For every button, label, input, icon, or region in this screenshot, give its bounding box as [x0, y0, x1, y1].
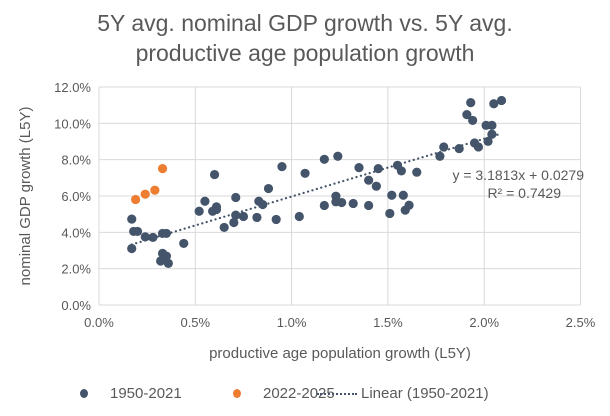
point-1950-2021: [473, 142, 484, 152]
point-1950-2021: [483, 136, 493, 146]
point-1950-2021: [294, 211, 304, 222]
point-1950-2021: [163, 258, 173, 268]
data-points: [127, 95, 507, 268]
x-tick-label: 2.0%: [469, 315, 499, 330]
point-1950-2021: [371, 181, 381, 191]
point-1950-2021: [412, 167, 422, 177]
point-1950-2021: [229, 217, 239, 228]
point-1950-2021: [462, 110, 472, 120]
point-1950-2021: [319, 200, 329, 211]
y-tick-label: 12.0%: [54, 80, 91, 95]
trendline-equation: y = 3.1813x + 0.0279: [452, 167, 584, 183]
point-1950-2021: [179, 238, 189, 249]
y-tick-label: 6.0%: [61, 189, 91, 204]
point-1950-2021: [161, 228, 172, 239]
y-tick-label: 4.0%: [61, 225, 91, 240]
legend-item-2022-2025: 2022-2025: [233, 385, 335, 402]
legend-marker-dotted-line: [317, 392, 357, 395]
point-1950-2021: [466, 98, 476, 108]
legend-item-linear: Linear (1950-2021): [317, 385, 489, 402]
point-1950-2021: [258, 199, 268, 210]
point-1950-2021: [263, 183, 274, 194]
point-1950-2021: [468, 115, 478, 126]
point-2022-2025: [150, 185, 160, 195]
point-2022-2025: [140, 189, 150, 199]
point-1950-2021: [156, 256, 166, 266]
point-1950-2021: [231, 210, 241, 220]
point-1950-2021: [333, 151, 343, 161]
r-squared-label: R² = 0.7429: [487, 185, 561, 201]
legend-label: 1950-2021: [110, 385, 182, 402]
x-tick-label: 1.5%: [373, 315, 403, 330]
y-axis-title: nominal GDP growth (L5Y): [17, 107, 34, 286]
point-1950-2021: [194, 206, 204, 216]
point-2022-2025: [130, 194, 141, 205]
point-1950-2021: [200, 196, 210, 206]
chart-title-line-2: productive age population growth: [135, 40, 475, 66]
x-tick-label: 0.5%: [180, 315, 210, 330]
point-1950-2021: [396, 166, 406, 176]
point-1950-2021: [385, 208, 395, 219]
y-tick-label: 10.0%: [54, 116, 91, 131]
legend-marker-navy: [80, 389, 88, 398]
point-1950-2021: [487, 120, 497, 130]
point-1950-2021: [487, 129, 497, 139]
point-1950-2021: [489, 99, 499, 109]
point-1950-2021: [300, 168, 310, 178]
tick-labels: 0.0% 2.0% 4.0% 6.0% 8.0% 10.0% 12.0% 0.0% 0.5% 1.…: [54, 80, 596, 330]
point-1950-2021: [231, 192, 241, 203]
point-1950-2021: [148, 232, 158, 243]
point-1950-2021: [404, 200, 414, 210]
point-1950-2021: [454, 143, 464, 154]
point-1950-2021: [354, 163, 364, 173]
point-2022-2025: [157, 163, 168, 174]
legend-marker-orange: [233, 389, 241, 398]
x-axis-title: productive age population growth (L5Y): [209, 345, 471, 362]
chart-title: 5Y avg. nominal GDP growth vs. 5Y avg. p…: [0, 8, 610, 68]
point-1950-2021: [364, 175, 374, 185]
point-1950-2021: [398, 190, 408, 200]
x-tick-label: 2.5%: [566, 315, 596, 330]
scatter-chart: 0.0% 2.0% 4.0% 6.0% 8.0% 10.0% 12.0% 0.0% 0.5% 1.…: [17, 80, 596, 362]
point-1950-2021: [496, 95, 507, 106]
point-1950-2021: [348, 198, 358, 209]
legend-label: 2022-2025: [263, 385, 335, 402]
chart-title-line-1: 5Y avg. nominal GDP growth vs. 5Y avg.: [97, 10, 513, 36]
point-1950-2021: [439, 142, 449, 152]
legend-item-1950-2021: 1950-2021: [80, 385, 182, 402]
point-1950-2021: [140, 232, 150, 242]
point-1950-2021: [127, 214, 137, 224]
y-tick-label: 2.0%: [61, 262, 91, 277]
x-tick-label: 0.0%: [84, 315, 114, 330]
legend-label: Linear (1950-2021): [361, 385, 489, 402]
point-1950-2021: [219, 222, 229, 233]
x-tick-label: 1.0%: [277, 315, 307, 330]
point-1950-2021: [252, 212, 262, 223]
point-1950-2021: [319, 154, 329, 164]
point-1950-2021: [127, 243, 137, 254]
y-tick-label: 8.0%: [61, 153, 91, 168]
point-1950-2021: [435, 151, 445, 161]
point-1950-2021: [209, 169, 220, 180]
point-1950-2021: [387, 190, 397, 200]
point-1950-2021: [337, 197, 347, 208]
point-1950-2021: [277, 161, 287, 172]
point-1950-2021: [271, 214, 281, 225]
point-1950-2021: [373, 163, 383, 174]
point-1950-2021: [238, 211, 249, 222]
y-tick-label: 0.0%: [61, 298, 91, 313]
point-1950-2021: [364, 200, 374, 211]
point-1950-2021: [132, 226, 143, 237]
point-1950-2021: [211, 204, 222, 215]
